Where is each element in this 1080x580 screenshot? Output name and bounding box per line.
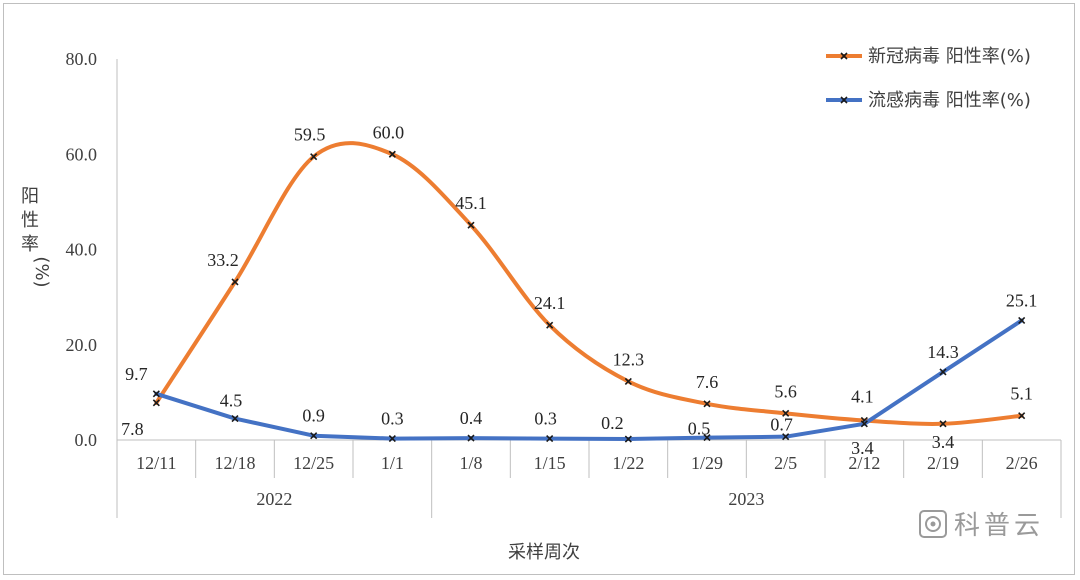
year-group-label: 2022: [256, 489, 292, 509]
x-tick-label: 12/25: [293, 453, 334, 473]
data-label: 0.2: [601, 413, 624, 433]
data-label: 0.3: [381, 409, 404, 429]
data-point-marker: [860, 420, 868, 428]
x-tick-label: 2/26: [1006, 453, 1038, 473]
data-label: 0.7: [770, 415, 793, 435]
data-point-marker: [152, 390, 160, 398]
series-line: [154, 318, 1024, 442]
x-tick-label: 1/1: [381, 453, 404, 473]
data-point-marker: [939, 368, 947, 376]
data-label: 33.2: [207, 250, 239, 270]
y-tick-label: 80.0: [66, 49, 98, 69]
data-point-marker: [388, 150, 396, 158]
data-label: 25.1: [1006, 290, 1038, 310]
x-tick-label: 1/29: [691, 453, 723, 473]
data-point-marker: [782, 433, 790, 441]
y-tick-label: 20.0: [66, 335, 98, 355]
data-label: 3.4: [851, 438, 874, 458]
y-tick-label: 60.0: [66, 144, 98, 164]
legend-marker: [840, 96, 848, 104]
data-label: 4.5: [220, 391, 243, 411]
data-point-marker: [624, 435, 632, 443]
data-point-marker: [310, 432, 318, 440]
series-line: [154, 141, 1024, 426]
legend-label: 新冠病毒 阳性率(%): [868, 46, 1031, 67]
watermark: 科普云: [918, 505, 1044, 542]
data-label: 7.8: [121, 419, 144, 439]
data-point-marker: [467, 434, 475, 442]
data-label: 5.6: [774, 381, 797, 401]
data-point-marker: [546, 321, 554, 329]
legend-marker: [840, 52, 848, 60]
data-point-marker: [624, 377, 632, 385]
data-point-marker: [703, 400, 711, 408]
legend-label: 流感病毒 阳性率(%): [868, 90, 1031, 111]
y-axis-unit: (%): [31, 256, 52, 287]
data-label: 60.0: [373, 122, 405, 142]
data-label: 5.1: [1010, 384, 1033, 404]
x-tick-label: 2/12: [848, 453, 880, 473]
data-point-marker: [939, 420, 947, 428]
line-chart: 0.0 20.0 40.0 60.0 80.0 12/11 12/18 12/25 1/1 1/8…: [21, 46, 1062, 563]
data-point-marker: [1018, 316, 1026, 325]
data-point-marker: [1018, 412, 1026, 420]
year-group-label: 2023: [728, 489, 764, 509]
data-label: 14.3: [927, 342, 959, 362]
data-label: 0.4: [460, 408, 483, 428]
x-tick-label: 2/5: [774, 453, 797, 473]
watermark-text: 科普云: [953, 511, 1044, 541]
data-point-marker: [703, 434, 711, 442]
x-tick-label: 2/19: [927, 453, 959, 473]
data-point-marker: [388, 435, 396, 443]
data-label: 45.1: [455, 193, 487, 213]
data-point-marker: [231, 415, 239, 423]
data-point-marker: [467, 221, 475, 229]
data-point-marker: [310, 153, 318, 161]
x-tick-label: 12/18: [214, 453, 255, 473]
x-tick-label: 1/22: [612, 453, 644, 473]
data-label: 7.6: [696, 372, 719, 392]
data-point-marker: [231, 278, 239, 286]
data-label: 0.9: [302, 406, 325, 426]
y-tick-label: 40.0: [66, 240, 98, 260]
data-label: 24.1: [534, 293, 566, 313]
data-label: 12.3: [613, 349, 645, 369]
data-label: 0.5: [688, 419, 711, 439]
y-axis-title: 阳性率: [21, 186, 39, 255]
data-point-marker: [152, 399, 160, 407]
data-label: 0.3: [534, 409, 557, 429]
x-tick-label: 12/11: [136, 453, 176, 473]
data-label: 3.4: [932, 432, 955, 452]
data-label: 59.5: [294, 125, 326, 145]
data-label: 4.1: [851, 386, 874, 406]
data-label: 9.7: [125, 364, 148, 384]
x-axis-title: 采样周次: [508, 542, 580, 563]
data-point-marker: [546, 435, 554, 443]
x-tick-label: 1/8: [459, 453, 482, 473]
kepuyun-logo-icon: [918, 509, 947, 538]
chart-frame: 0.0 20.0 40.0 60.0 80.0 12/11 12/18 12/25 1/1 1/8…: [3, 3, 1075, 575]
data-point-marker: [782, 409, 790, 417]
x-tick-label: 1/15: [534, 453, 566, 473]
y-tick-label: 0.0: [75, 430, 98, 450]
